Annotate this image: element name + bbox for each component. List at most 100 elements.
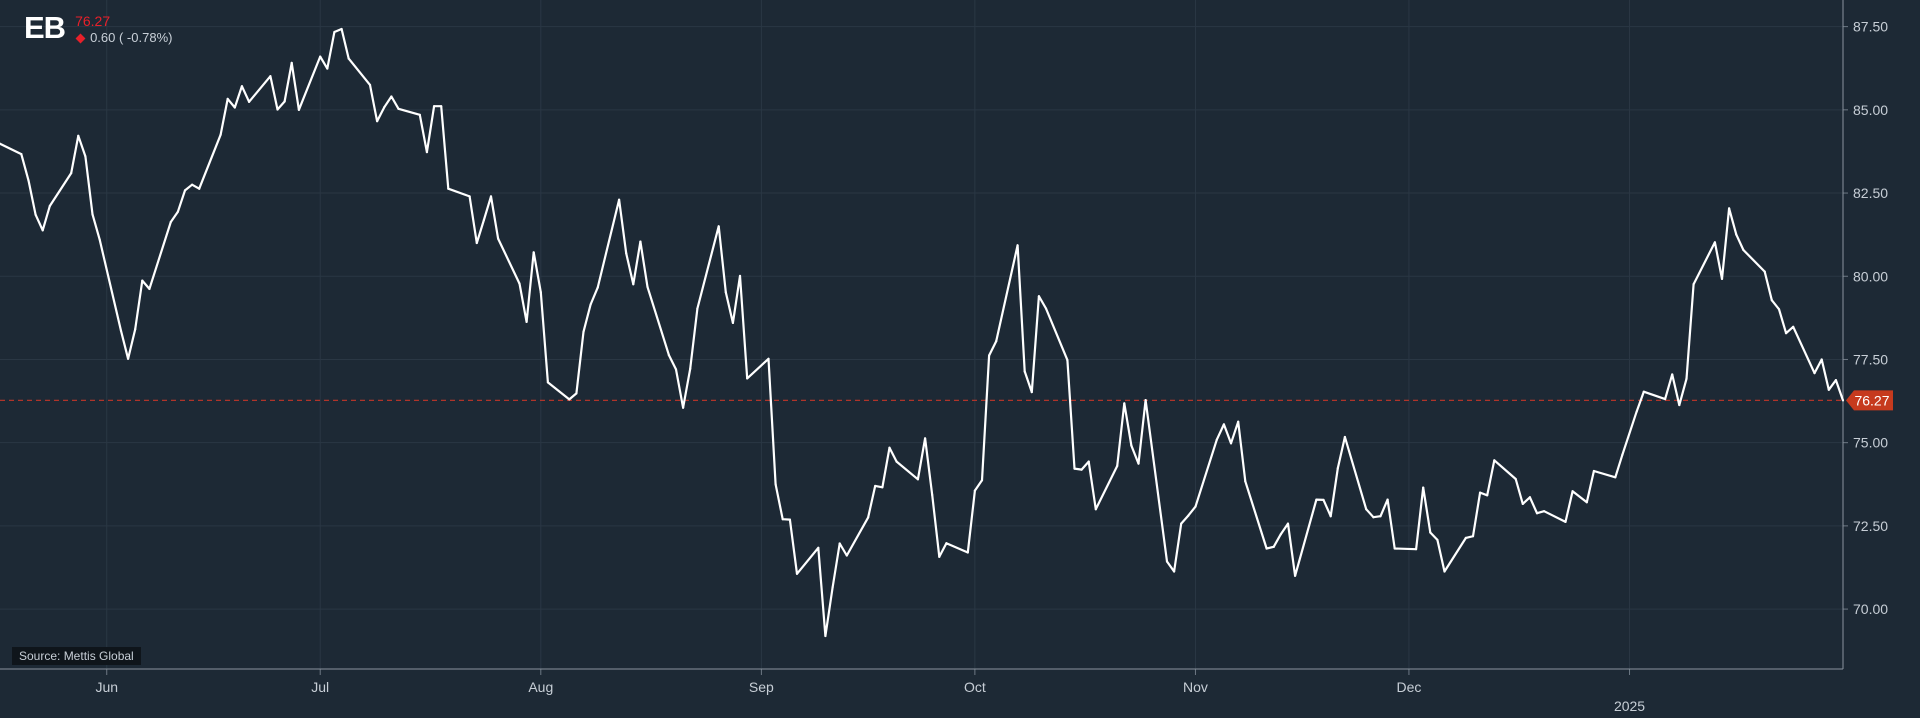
data-point (1664, 397, 1667, 401)
y-tick-label: 72.50 (1853, 518, 1888, 534)
data-point (1044, 307, 1048, 310)
data-point (923, 437, 927, 440)
data-point (119, 329, 123, 332)
data-point (1777, 308, 1781, 311)
y-tick-label: 82.50 (1853, 185, 1888, 201)
data-point (945, 542, 948, 545)
data-point (1123, 402, 1126, 405)
data-point (297, 108, 300, 111)
x-tick-label: Sep (749, 679, 774, 695)
data-point (141, 279, 144, 282)
data-point (696, 307, 699, 310)
data-point (48, 204, 51, 208)
data-point (1414, 548, 1418, 551)
data-point (219, 133, 222, 136)
data-point (41, 229, 44, 232)
data-point (233, 106, 236, 109)
data-point (888, 446, 891, 449)
data-point (489, 195, 493, 198)
data-point (881, 486, 884, 489)
x-tick-label: Jun (95, 679, 118, 695)
data-point (34, 213, 37, 216)
data-point (632, 283, 635, 286)
data-point (1792, 325, 1795, 328)
data-point (1144, 398, 1147, 402)
data-point (874, 484, 877, 488)
y-tick-label: 85.00 (1853, 102, 1888, 118)
x-tick-label: Nov (1183, 679, 1208, 695)
data-point (1393, 547, 1396, 550)
data-point (682, 406, 685, 409)
data-point (1592, 469, 1596, 473)
data-point (746, 377, 749, 380)
data-point (1735, 233, 1738, 236)
data-point (831, 586, 834, 589)
tick-labels: 70.00 72.50 75.00 77.50 80.00 82.50 85.00 87.50… (95, 19, 1888, 714)
data-point (1244, 480, 1247, 483)
data-point (1642, 390, 1645, 393)
data-point (518, 282, 521, 285)
data-point (1621, 453, 1624, 456)
data-point (425, 151, 429, 154)
data-point (0, 142, 2, 145)
data-point (1016, 244, 1019, 247)
axes (0, 0, 1848, 675)
data-point (390, 95, 393, 98)
data-point (1728, 207, 1731, 210)
data-point (1336, 467, 1339, 470)
data-point (1094, 508, 1097, 511)
grid (0, 0, 1843, 669)
data-point (226, 97, 229, 100)
data-point (98, 238, 101, 241)
data-point (1286, 522, 1290, 525)
data-point (1365, 508, 1368, 511)
price-change: 0.60 ( -0.78%) (75, 29, 172, 47)
data-point (1237, 420, 1240, 423)
data-point (1165, 560, 1169, 563)
data-point (867, 516, 870, 519)
data-point (20, 153, 23, 156)
data-point (589, 303, 592, 306)
series-group (0, 27, 1845, 638)
logo: EB (24, 10, 66, 45)
data-point (1564, 520, 1567, 523)
data-point (1130, 444, 1133, 447)
data-point (1443, 570, 1446, 573)
data-point (191, 183, 194, 186)
series-line[interactable] (0, 27, 1845, 638)
data-point (1272, 545, 1275, 548)
data-point (91, 213, 94, 216)
data-point (1678, 403, 1681, 407)
data-point (938, 555, 941, 558)
data-point (1784, 332, 1788, 335)
data-point (247, 100, 251, 103)
last-price-marker-label: 76.27 (1854, 392, 1889, 408)
source-label: Source: Mettis Global (12, 647, 141, 665)
data-point (1386, 498, 1389, 501)
data-point (198, 187, 201, 190)
data-point (617, 198, 621, 201)
data-point (1187, 514, 1190, 517)
data-point (788, 518, 791, 521)
data-point (1436, 538, 1439, 541)
data-point (1486, 494, 1489, 497)
data-point (1222, 423, 1226, 426)
data-point (1315, 498, 1318, 501)
data-point (1372, 516, 1375, 519)
data-point (1813, 372, 1816, 375)
data-point (276, 108, 279, 111)
reference-line-group: 76.27 (0, 390, 1893, 411)
data-point (546, 381, 550, 384)
data-point (667, 354, 670, 357)
data-point (1030, 390, 1033, 394)
data-point (1066, 359, 1069, 362)
data-point (1585, 501, 1588, 504)
data-point (482, 218, 485, 222)
y-tick-label: 70.00 (1853, 601, 1888, 617)
data-point (1173, 570, 1176, 573)
data-point (176, 210, 179, 213)
last-price-marker (1846, 390, 1893, 411)
data-point (432, 105, 436, 108)
data-point (397, 107, 400, 110)
